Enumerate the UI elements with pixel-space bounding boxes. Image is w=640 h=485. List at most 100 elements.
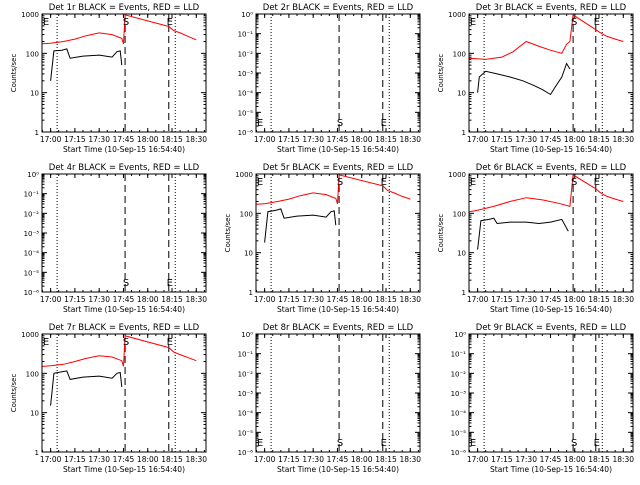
x-tick-label: 17:30 — [88, 295, 110, 304]
marker-label-saa: S — [337, 118, 343, 129]
series-black-line — [264, 208, 337, 243]
x-axis-label: Start Time (10-Sep-15 16:54:40) — [63, 145, 185, 154]
x-tick-label: 17:45 — [113, 135, 135, 144]
marker-label-saa: S — [571, 438, 577, 449]
x-tick-label: 18:15 — [375, 135, 397, 144]
x-tick-label: 18:00 — [137, 295, 159, 304]
series-black-line — [50, 48, 123, 81]
panel-title: Det 1r BLACK = Events, RED = LLD — [49, 3, 200, 13]
plot-frame — [468, 333, 634, 453]
x-tick-label: 17:30 — [302, 295, 324, 304]
x-tick-label: 17:15 — [278, 455, 300, 464]
x-axis-label: Start Time (10-Sep-15 16:54:40) — [277, 145, 399, 154]
x-tick-label: 18:00 — [564, 455, 586, 464]
x-tick-label: 18:15 — [161, 295, 183, 304]
series-black-line — [50, 370, 123, 406]
plot-frame — [255, 13, 421, 133]
series-red-line — [42, 335, 197, 367]
x-tick-label: 18:30 — [399, 295, 421, 304]
x-tick-label: 17:45 — [327, 455, 349, 464]
x-tick-label: 17:30 — [515, 135, 537, 144]
x-tick-label: 17:30 — [88, 135, 110, 144]
y-tick-label: 100 — [26, 50, 39, 58]
x-tick-label: 17:45 — [327, 135, 349, 144]
x-tick-label: 18:30 — [185, 295, 207, 304]
x-tick-label: 18:00 — [564, 135, 586, 144]
series-red-line — [469, 14, 624, 60]
plot-frame — [41, 13, 207, 133]
x-tick-label: 17:15 — [491, 135, 513, 144]
x-tick-label: 17:45 — [327, 295, 349, 304]
y-tick-label: 10⁻⁵ — [238, 109, 254, 117]
y-tick-label: 10⁻³ — [238, 70, 254, 78]
x-tick-label: 17:45 — [540, 295, 562, 304]
x-tick-label: 17:45 — [113, 295, 135, 304]
x-tick-label: 17:00 — [254, 455, 276, 464]
x-tick-label: 17:00 — [254, 135, 276, 144]
panel-title: Det 6r BLACK = Events, RED = LLD — [476, 163, 627, 173]
x-tick-label: 17:00 — [467, 135, 489, 144]
marker-label-end: E — [594, 177, 600, 188]
x-tick-label: 18:30 — [399, 455, 421, 464]
marker-label-end: E — [381, 438, 387, 449]
y-tick-label: 10⁻⁴ — [451, 410, 467, 418]
x-tick-label: 17:00 — [40, 135, 62, 144]
x-tick-label: 18:30 — [612, 135, 634, 144]
x-tick-label: 18:00 — [351, 295, 373, 304]
x-tick-label: 18:15 — [375, 295, 397, 304]
x-axis-label: Start Time (10-Sep-15 16:54:40) — [490, 145, 612, 154]
y-tick-label: 100 — [453, 210, 466, 218]
y-tick-label: 1 — [249, 289, 253, 297]
y-axis-label: Counts/sec — [224, 214, 232, 253]
x-tick-label: 17:30 — [302, 455, 324, 464]
y-tick-label: 10⁰ — [241, 11, 253, 19]
y-tick-label: 10⁻² — [238, 370, 254, 378]
x-tick-label: 17:15 — [278, 135, 300, 144]
x-tick-label: 18:00 — [137, 135, 159, 144]
marker-label-end: E — [167, 278, 173, 289]
marker-label-saa: S — [123, 337, 129, 348]
x-tick-label: 18:00 — [351, 135, 373, 144]
y-tick-label: 1 — [462, 289, 466, 297]
x-tick-label: 18:30 — [399, 135, 421, 144]
y-tick-label: 10⁻¹ — [24, 191, 40, 199]
y-tick-label: 1 — [35, 129, 39, 137]
marker-label-start: E — [43, 337, 49, 348]
y-tick-label: 100 — [240, 210, 253, 218]
marker-label-start: E — [257, 177, 263, 188]
marker-label-saa: S — [337, 177, 343, 188]
marker-label-end: E — [167, 337, 173, 348]
marker-label-saa: S — [571, 177, 577, 188]
x-tick-label: 18:30 — [612, 295, 634, 304]
y-tick-label: 10⁻⁵ — [238, 429, 254, 437]
x-tick-label: 18:30 — [612, 455, 634, 464]
marker-label-saa: S — [571, 17, 577, 28]
marker-label-end: E — [594, 17, 600, 28]
x-tick-label: 17:15 — [64, 295, 86, 304]
y-tick-label: 10 — [457, 250, 466, 258]
series-red-line — [469, 174, 624, 213]
y-tick-label: 10⁻² — [451, 370, 467, 378]
y-tick-label: 10⁰ — [454, 331, 466, 339]
y-tick-label: 10⁻¹ — [238, 351, 254, 359]
y-tick-label: 100 — [26, 370, 39, 378]
y-tick-label: 10⁻⁶ — [451, 449, 467, 457]
y-axis-label: Counts/sec — [10, 54, 18, 93]
y-tick-label: 10 — [30, 90, 39, 98]
marker-label-saa: S — [123, 17, 129, 28]
y-tick-label: 1 — [462, 129, 466, 137]
y-tick-label: 10⁻⁴ — [238, 410, 254, 418]
y-tick-label: 10⁻⁶ — [24, 289, 40, 297]
x-axis-label: Start Time (10-Sep-15 16:54:40) — [490, 305, 612, 314]
x-axis-label: Start Time (10-Sep-15 16:54:40) — [490, 465, 612, 474]
x-tick-label: 18:15 — [161, 135, 183, 144]
y-tick-label: 10⁻² — [24, 210, 40, 218]
x-tick-label: 17:15 — [491, 455, 513, 464]
y-tick-label: 10⁻⁴ — [238, 90, 254, 98]
marker-label-start: E — [470, 17, 476, 28]
x-tick-label: 17:15 — [491, 295, 513, 304]
